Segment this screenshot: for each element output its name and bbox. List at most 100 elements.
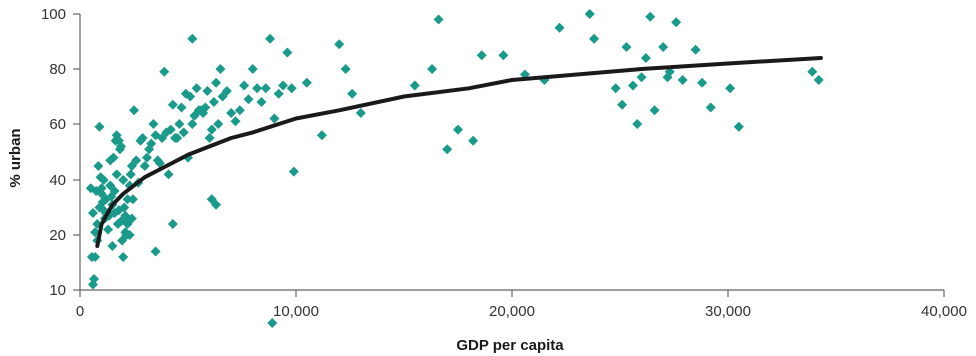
data-point — [185, 91, 196, 102]
data-point — [636, 72, 647, 83]
data-point — [677, 75, 688, 85]
data-point — [198, 108, 209, 118]
data-point — [247, 64, 258, 74]
data-point — [204, 133, 215, 143]
tick-group: 10 20 40 60 80 100 0 10,000 20,000 30,000 40,000 — [41, 6, 967, 320]
data-point — [278, 80, 289, 91]
data-point — [230, 116, 241, 127]
data-point — [176, 102, 187, 113]
y-axis-title: % urban — [7, 128, 24, 187]
axes — [79, 14, 944, 291]
data-point — [125, 169, 136, 180]
data-point — [118, 252, 129, 262]
data-point — [252, 83, 263, 94]
data-point — [640, 53, 651, 63]
data-point — [243, 94, 254, 105]
data-point — [159, 66, 170, 77]
data-point — [131, 155, 142, 166]
data-point — [107, 241, 118, 251]
data-point — [122, 194, 133, 205]
data-point — [96, 183, 107, 194]
data-point — [347, 88, 358, 99]
data-point — [697, 77, 708, 88]
data-point — [807, 66, 818, 77]
data-point — [106, 191, 117, 202]
data-point — [316, 130, 327, 141]
data-point — [627, 80, 638, 91]
data-point — [649, 105, 660, 116]
data-point — [116, 141, 127, 152]
data-point — [433, 14, 444, 25]
data-point — [103, 224, 114, 235]
data-point — [584, 9, 595, 19]
data-point — [409, 80, 420, 91]
data-point — [174, 119, 185, 129]
data-point — [87, 208, 98, 218]
data-point — [301, 77, 312, 88]
x-tick-label: 10,000 — [273, 303, 319, 320]
data-point — [191, 83, 202, 94]
data-point — [453, 124, 463, 135]
data-point — [690, 44, 701, 55]
x-tick-label: 20,000 — [489, 303, 535, 320]
data-point — [725, 83, 736, 94]
data-point — [554, 22, 565, 33]
data-point — [163, 169, 174, 180]
data-point — [105, 155, 116, 166]
data-point — [112, 219, 123, 229]
data-point — [621, 42, 632, 52]
y-tick-label: 20 — [49, 227, 66, 244]
data-point — [126, 213, 137, 224]
data-point — [187, 33, 198, 44]
data-point — [165, 124, 176, 135]
data-point — [124, 230, 135, 240]
data-point — [208, 97, 219, 107]
x-axis-title: GDP per capita — [456, 337, 564, 354]
point-group — [85, 9, 824, 328]
data-point — [256, 97, 267, 107]
data-point — [97, 197, 108, 207]
data-point — [211, 77, 222, 88]
data-point — [150, 130, 161, 141]
data-point — [632, 119, 643, 129]
x-tick-label: 40,000 — [921, 303, 967, 320]
data-point — [658, 42, 669, 52]
data-point — [267, 318, 278, 328]
data-point — [239, 80, 250, 91]
data-point — [119, 202, 130, 213]
data-point — [137, 133, 148, 143]
data-point — [286, 83, 297, 94]
data-point — [813, 75, 824, 85]
data-point — [202, 86, 213, 96]
x-tick-label: 30,000 — [705, 303, 751, 320]
data-point — [442, 144, 453, 155]
data-point — [213, 119, 224, 129]
data-point — [150, 246, 161, 257]
y-tick-label: 100 — [41, 6, 66, 23]
data-point — [95, 172, 106, 183]
data-point — [172, 133, 183, 143]
data-point — [129, 105, 139, 116]
data-point — [206, 124, 217, 135]
data-point — [645, 11, 656, 22]
data-point — [265, 33, 276, 44]
data-point — [705, 102, 716, 113]
data-point — [127, 194, 138, 205]
data-point — [260, 83, 271, 94]
data-point — [498, 50, 509, 61]
x-tick-label: 0 — [76, 303, 84, 320]
data-point — [90, 252, 101, 262]
data-point — [187, 119, 198, 129]
data-point — [154, 158, 165, 169]
data-point — [109, 208, 120, 218]
data-point — [610, 83, 621, 94]
data-point — [215, 64, 226, 74]
data-point — [221, 86, 232, 96]
data-point — [178, 127, 189, 138]
data-point — [273, 88, 284, 99]
data-point — [139, 161, 150, 171]
data-point — [111, 169, 122, 180]
data-point — [146, 138, 157, 149]
data-point — [167, 99, 178, 110]
